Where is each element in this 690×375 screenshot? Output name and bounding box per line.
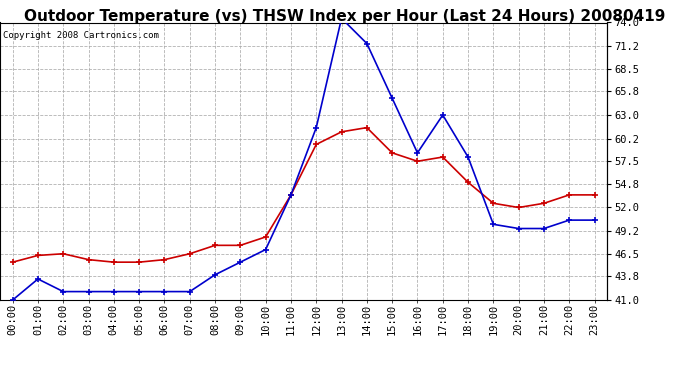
Text: Copyright 2008 Cartronics.com: Copyright 2008 Cartronics.com — [3, 31, 159, 40]
Text: Outdoor Temperature (vs) THSW Index per Hour (Last 24 Hours) 20080419: Outdoor Temperature (vs) THSW Index per … — [24, 9, 666, 24]
